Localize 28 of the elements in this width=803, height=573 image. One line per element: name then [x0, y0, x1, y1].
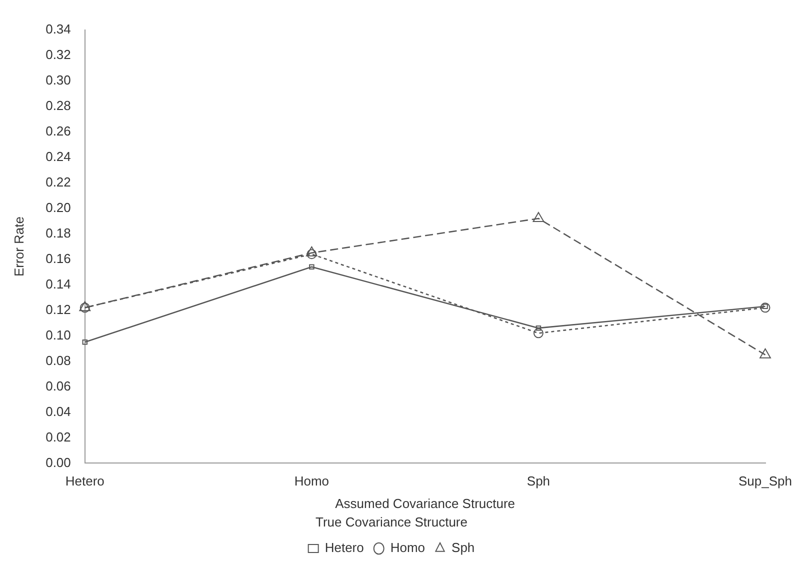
y-tick-label: 0.20 — [46, 200, 71, 215]
x-tick-label: Sph — [526, 474, 550, 489]
y-tick-label: 0.18 — [46, 225, 71, 240]
y-tick-label: 0.34 — [46, 21, 71, 36]
x-axis-title: Assumed Covariance Structure — [335, 496, 516, 512]
y-tick-label: 0.16 — [46, 250, 71, 266]
y-tick-label: 0.00 — [46, 454, 71, 470]
y-tick-label: 0.04 — [46, 404, 71, 419]
y-tick-label: 0.30 — [46, 72, 71, 88]
y-tick-label: 0.24 — [46, 148, 71, 164]
legend-label: Homo — [390, 540, 426, 556]
y-tick-label: 0.28 — [46, 98, 71, 113]
y-tick-label: 0.26 — [46, 123, 71, 138]
x-tick-label: Homo — [294, 474, 330, 489]
x-tick-label: Sup_Sph — [738, 474, 792, 489]
y-tick-label: 0.08 — [46, 352, 71, 368]
y-tick-label: 0.02 — [46, 429, 71, 444]
y-tick-label: 0.14 — [46, 276, 71, 292]
x-tick-label: Hetero — [65, 474, 104, 489]
y-tick-label: 0.10 — [46, 327, 71, 342]
y-tick-label: 0.12 — [46, 302, 71, 317]
y-axis-title: Error Rate — [11, 216, 26, 276]
legend-label: Hetero — [324, 540, 364, 556]
y-tick-label: 0.32 — [46, 46, 71, 62]
legend-title: True Covariance Structure — [316, 514, 468, 530]
y-tick-label: 0.22 — [46, 174, 71, 190]
y-tick-label: 0.06 — [46, 378, 71, 394]
legend-label: Sph — [452, 540, 475, 556]
